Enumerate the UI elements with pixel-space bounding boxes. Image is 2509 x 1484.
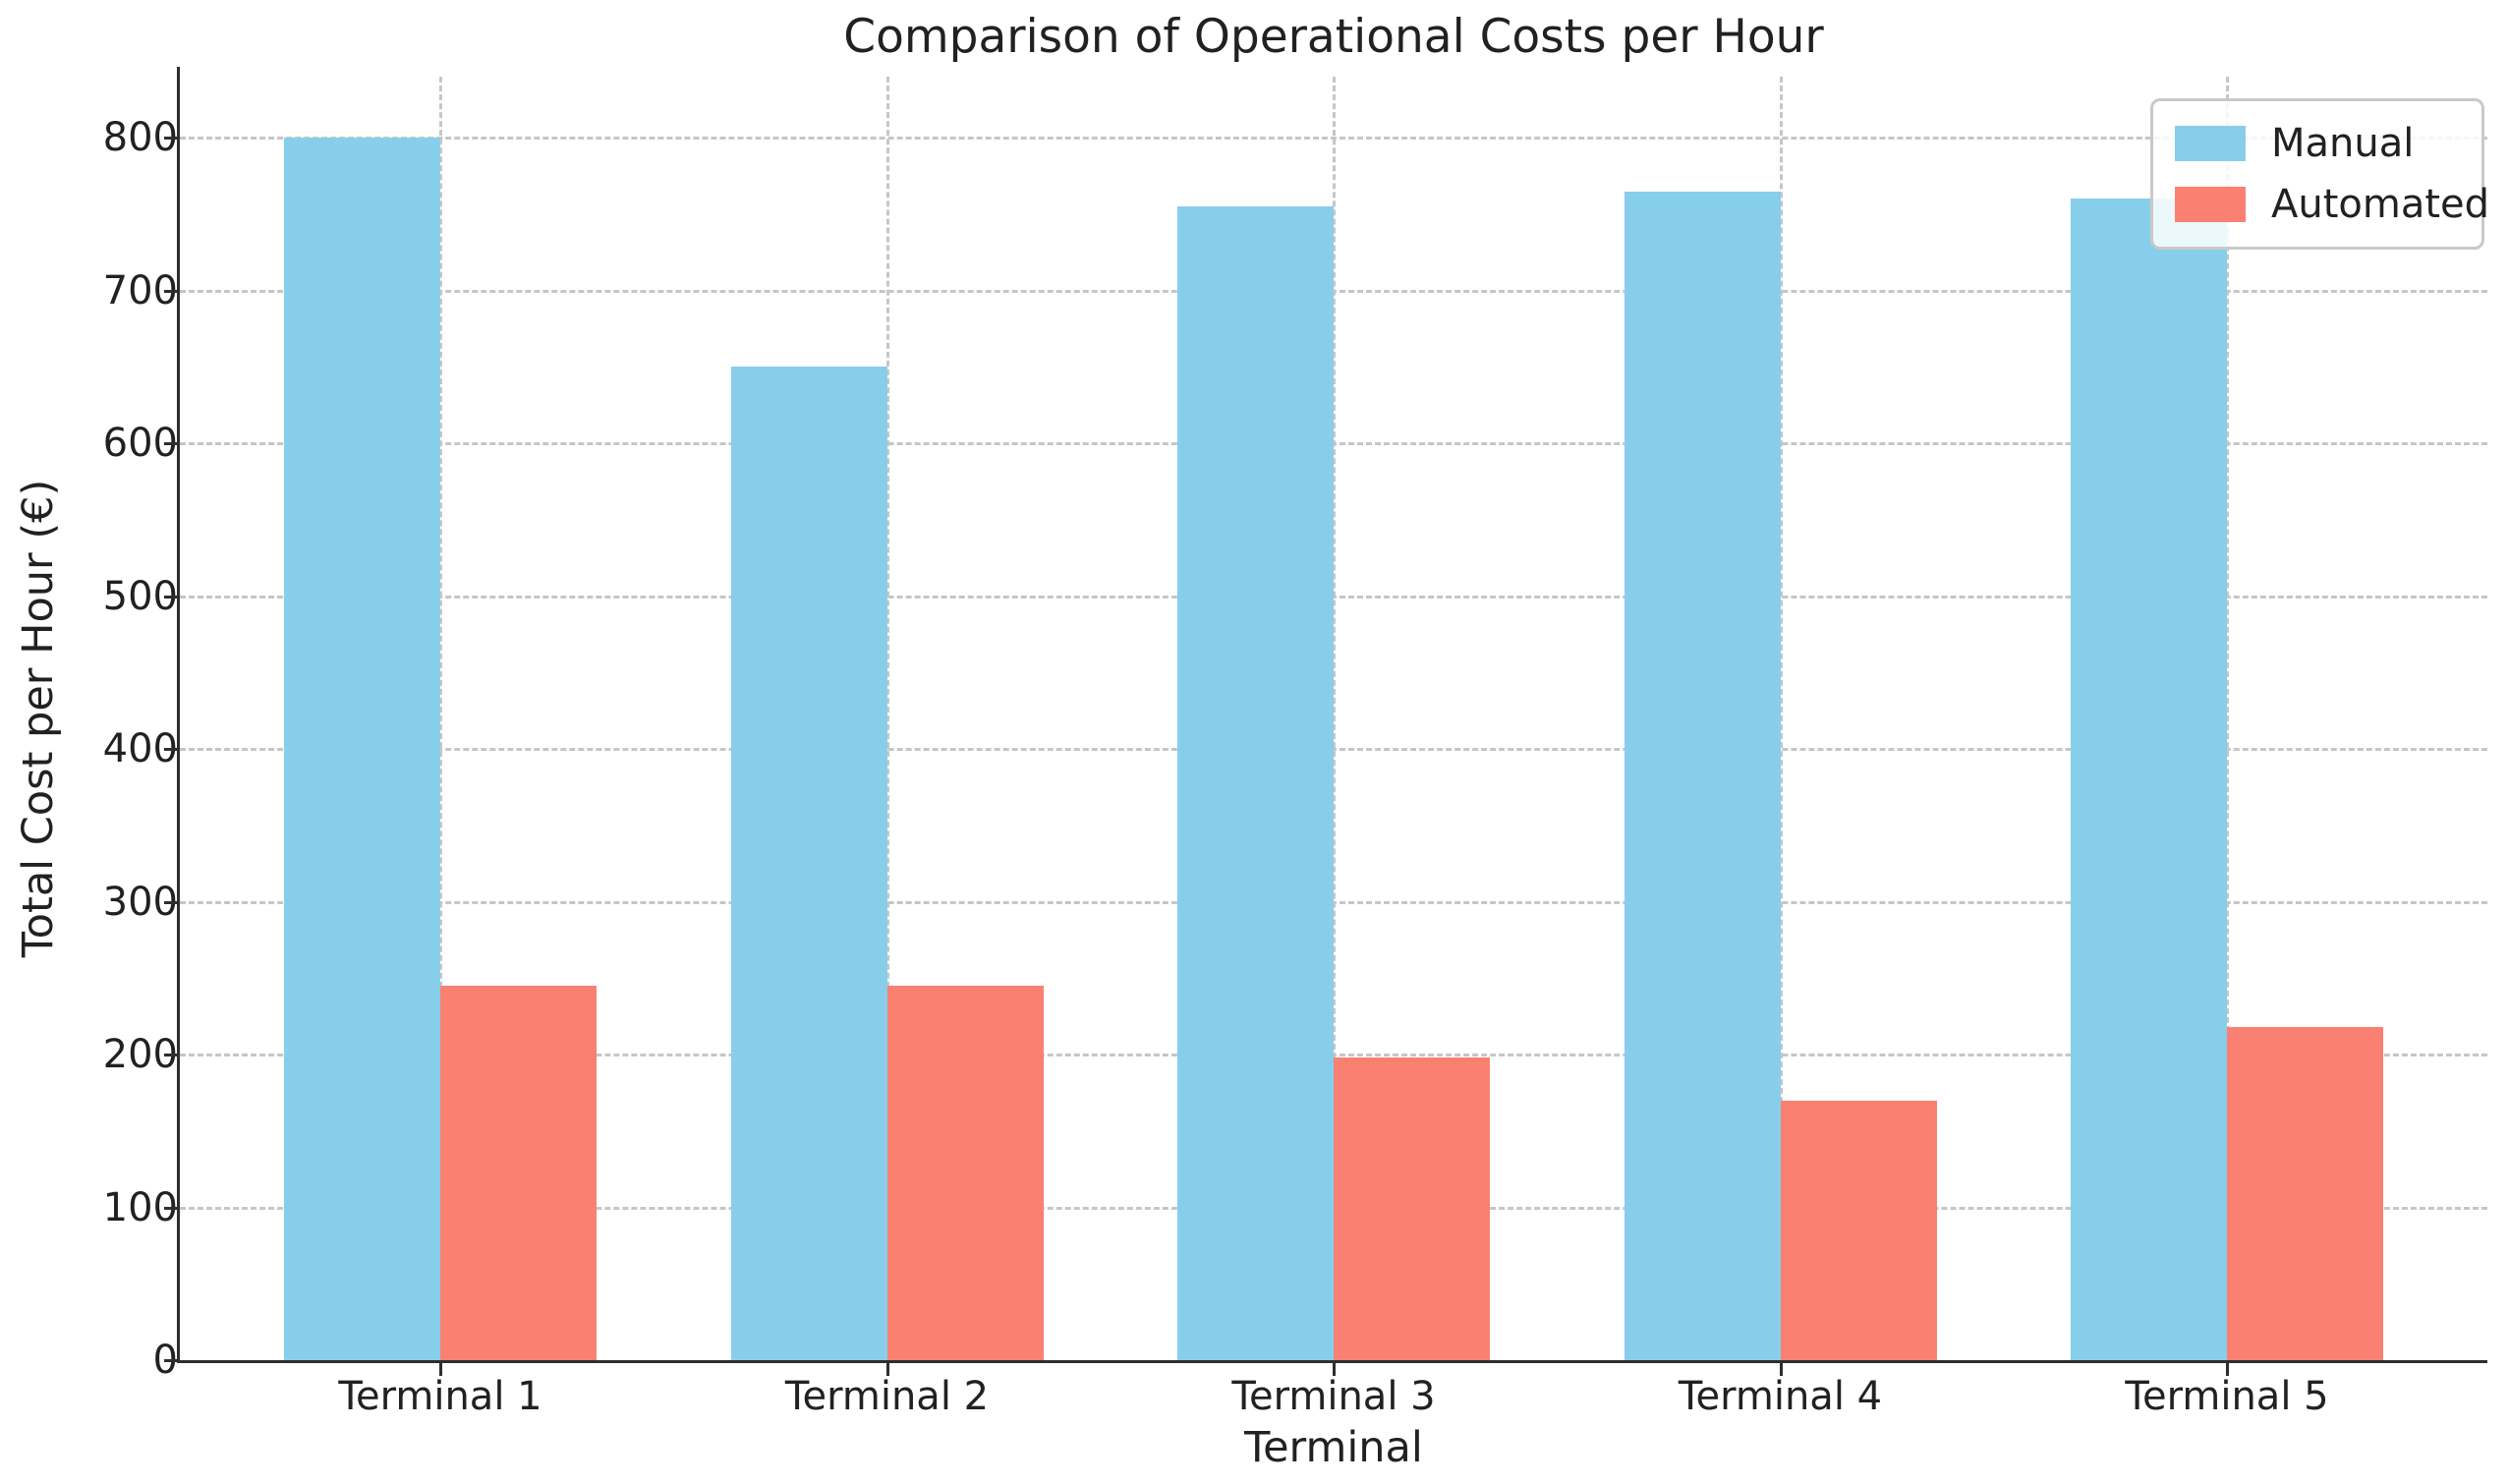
bar-automated-5 [2227,1027,2383,1360]
legend-row-manual: Manual [2153,113,2481,174]
x-axis-label: Terminal [1244,1423,1423,1472]
y-tick-label-100: 100 [102,1184,178,1230]
y-tick-label-300: 300 [102,879,178,925]
y-tick-300 [164,900,177,904]
y-tick-label-800: 800 [102,115,178,161]
legend-swatch-automated-icon [2175,187,2246,222]
x-tick-2 [885,1363,889,1376]
x-tick-1 [439,1363,442,1376]
x-tick-label-4: Terminal 4 [1678,1374,1883,1419]
x-tick-label-5: Terminal 5 [2125,1374,2329,1419]
y-tick-400 [164,748,177,752]
x-gridline-2 [885,77,889,1360]
legend-label-automated: Automated [2271,182,2490,227]
y-tick-label-600: 600 [102,421,178,467]
y-tick-label-500: 500 [102,573,178,619]
x-tick-5 [2226,1363,2229,1376]
y-tick-label-0: 0 [152,1338,178,1383]
x-axis-spine [177,1360,2487,1363]
y-tick-200 [164,1054,177,1057]
legend-swatch-manual-icon [2175,126,2246,161]
plot-area [164,67,2487,1376]
y-tick-label-700: 700 [102,267,178,314]
x-gridline-1 [439,77,442,1360]
y-tick-0 [164,1359,177,1362]
chart-title: Comparison of Operational Costs per Hour [843,10,1824,64]
bar-manual-1 [284,138,440,1360]
legend-row-automated: Automated [2153,174,2489,235]
y-tick-100 [164,1206,177,1210]
x-gridline-5 [2226,77,2229,1360]
y-tick-500 [164,595,177,599]
x-gridline-3 [1333,77,1336,1360]
bar-manual-2 [730,367,887,1360]
y-tick-label-200: 200 [102,1032,178,1078]
x-tick-label-1: Terminal 1 [338,1374,542,1419]
x-tick-3 [1333,1363,1336,1376]
bar-automated-3 [1334,1057,1490,1360]
x-tick-label-3: Terminal 3 [1231,1374,1436,1419]
y-tick-600 [164,442,177,446]
bar-automated-1 [440,986,597,1360]
x-gridline-4 [1779,77,1783,1360]
bar-manual-5 [2071,199,2227,1360]
y-axis-spine [177,67,180,1360]
legend: Manual Automated [2150,98,2489,250]
bar-automated-4 [1780,1101,1937,1360]
bar-manual-4 [1624,192,1781,1360]
x-tick-4 [1779,1363,1783,1376]
y-tick-800 [164,137,177,141]
bar-manual-3 [1177,206,1334,1360]
y-tick-700 [164,289,177,293]
legend-label-manual: Manual [2271,121,2415,166]
y-tick-label-400: 400 [102,726,178,772]
x-tick-label-2: Terminal 2 [784,1374,990,1419]
bar-automated-2 [886,986,1044,1360]
